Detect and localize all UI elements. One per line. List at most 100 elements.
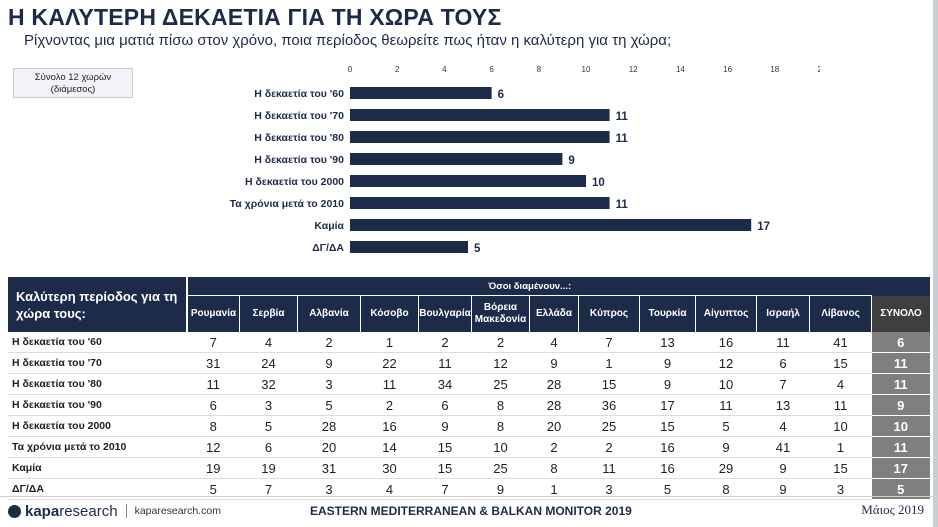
footer-url: kaparesearch.com <box>134 505 221 517</box>
column-header: Σερβία <box>239 295 298 332</box>
table-cell: 19 <box>239 457 298 479</box>
table-row: Καμία 19 19 31 30 15 25 8 11 16 29 9 15 17 <box>8 457 930 479</box>
table-group-header-total-spacer <box>871 277 930 296</box>
bar <box>350 197 610 209</box>
table-cell: 11 <box>756 332 810 353</box>
table-cell: 11 <box>418 352 472 374</box>
table-cell: 1 <box>578 352 640 374</box>
table-corner-label: Καλύτερη περίοδος για τη χώρα τους: <box>8 277 188 332</box>
bar <box>350 241 468 253</box>
x-tick-label: 16 <box>723 65 732 74</box>
table-cell: 5 <box>639 478 696 500</box>
logo-text-light: research <box>59 502 118 520</box>
total-cell: 5 <box>871 478 930 500</box>
table-cell: 1 <box>809 436 872 458</box>
table-cell: 10 <box>809 415 872 437</box>
column-header: Λίβανος <box>809 295 872 332</box>
category-label: Η δεκαετία του '90 <box>254 154 344 166</box>
table-cell: 8 <box>529 457 579 479</box>
table-cell: 11 <box>809 394 872 416</box>
sample-note-box: Σύνολο 12 χωρών (διάμεσος) <box>13 68 133 98</box>
table-cell: 32 <box>239 373 298 395</box>
row-label: Η δεκαετία του '70 <box>8 352 187 374</box>
bar <box>350 87 492 99</box>
table-cell: 2 <box>297 332 361 353</box>
table-cell: 7 <box>756 373 810 395</box>
table-cell: 30 <box>360 457 419 479</box>
sample-note-line2: (διάμεσος) <box>50 84 96 95</box>
table-cell: 12 <box>471 352 530 374</box>
table-cell: 6 <box>187 394 240 416</box>
table-cell: 2 <box>360 394 419 416</box>
table-cell: 10 <box>695 373 757 395</box>
total-cell: 11 <box>871 436 930 458</box>
table-cell: 9 <box>471 478 530 500</box>
category-label: Καμία <box>314 220 344 232</box>
table-cell: 5 <box>695 415 757 437</box>
table-cell: 15 <box>418 457 472 479</box>
column-header: ΣΥΝΟΛΟ <box>871 295 930 332</box>
table-cell: 41 <box>809 332 872 353</box>
table-row: Η δεκαετία του '90 6 3 5 2 6 8 28 36 17 11 13 11 9 <box>8 394 930 416</box>
table-cell: 4 <box>529 332 579 353</box>
table-cell: 9 <box>418 415 472 437</box>
bar-value-label: 5 <box>474 243 481 255</box>
category-label: Η δεκαετία του 2000 <box>245 176 344 188</box>
table-cell: 2 <box>529 436 579 458</box>
table-cell: 5 <box>239 415 298 437</box>
company-logo: kapa research kaparesearch.com <box>8 502 221 520</box>
table-body: Η δεκαετία του '60 7 4 2 1 2 2 4 7 13 16 11 41 6 Η δεκ… <box>8 332 930 500</box>
bar-value-label: 11 <box>616 199 629 211</box>
column-header: Ισραήλ <box>756 295 810 332</box>
table-cell: 22 <box>360 352 419 374</box>
table-cell: 6 <box>239 436 298 458</box>
table-cell: 20 <box>529 415 579 437</box>
table-cell: 1 <box>529 478 579 500</box>
table-cell: 5 <box>187 478 240 500</box>
bar-value-label: 11 <box>616 111 629 123</box>
table-row: Τα χρόνια μετά το 2010 12 6 20 14 15 10 2 2 16 9 41… <box>8 436 930 458</box>
column-header: Ρουμανία <box>186 295 240 332</box>
bar-value-label: 10 <box>592 177 605 189</box>
footer-divider <box>0 496 938 497</box>
table-row: Η δεκαετία του '80 11 32 3 11 34 25 28 15 9 10 7 4 11 <box>8 373 930 395</box>
table-cell: 7 <box>418 478 472 500</box>
table-row: Η δεκαετία του 2000 8 5 28 16 9 8 20 25 15 5 4 10 10 <box>8 415 930 437</box>
table-cell: 28 <box>297 415 361 437</box>
category-label: Η δεκαετία του '70 <box>254 110 344 122</box>
table-cell: 9 <box>695 436 757 458</box>
row-label: Η δεκαετία του 2000 <box>8 415 187 437</box>
x-tick-label: 6 <box>489 65 494 74</box>
table-cell: 34 <box>418 373 472 395</box>
category-label: Η δεκαετία του '60 <box>254 88 344 100</box>
table-cell: 4 <box>360 478 419 500</box>
bar <box>350 175 586 187</box>
total-cell: 6 <box>871 332 930 353</box>
table-cell: 31 <box>187 352 240 374</box>
results-table: Καλύτερη περίοδος για τη χώρα τους: Όσοι… <box>8 277 930 500</box>
bar <box>350 131 610 143</box>
table-cell: 13 <box>639 332 696 353</box>
total-cell: 11 <box>871 373 930 395</box>
category-label: Τα χρόνια μετά το 2010 <box>230 198 345 210</box>
table-cell: 7 <box>578 332 640 353</box>
bar-value-label: 9 <box>568 155 574 167</box>
table-cell: 16 <box>639 457 696 479</box>
table-cell: 16 <box>695 332 757 353</box>
table-cell: 10 <box>471 436 530 458</box>
category-label: Η δεκαετία του '80 <box>254 132 344 144</box>
row-label: Η δεκαετία του '90 <box>8 394 187 416</box>
column-header: Αίγυπτος <box>695 295 757 332</box>
table-cell: 11 <box>360 373 419 395</box>
table-cell: 13 <box>756 394 810 416</box>
table-cell: 11 <box>187 373 240 395</box>
bar <box>350 153 563 165</box>
footer-date: Μάιος 2019 <box>861 502 924 517</box>
column-header: Κύπρος <box>578 295 640 332</box>
row-label: Καμία <box>8 457 187 479</box>
bar <box>350 219 752 231</box>
table-cell: 29 <box>695 457 757 479</box>
table-cell: 9 <box>529 352 579 374</box>
table-cell: 4 <box>809 373 872 395</box>
row-label: Η δεκαετία του '60 <box>8 332 187 353</box>
